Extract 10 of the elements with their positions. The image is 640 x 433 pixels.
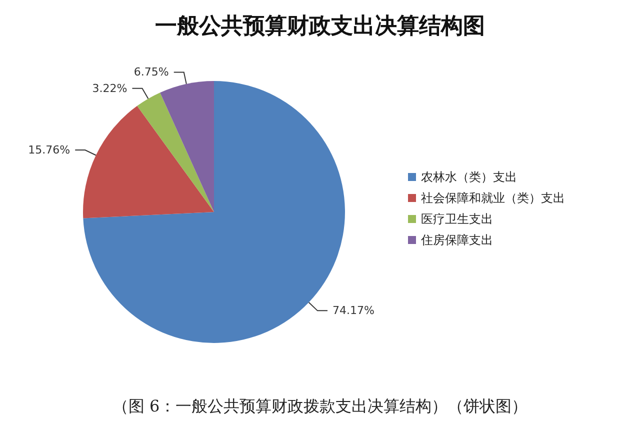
legend-label: 农林水（类）支出 [421, 170, 517, 184]
legend-label: 社会保障和就业（类）支出 [421, 191, 565, 205]
chart-title: 一般公共预算财政支出决算结构图 [155, 13, 485, 39]
text: （图 6：一般公共预算财政拨款支出决算结构）（饼状图） [112, 396, 528, 416]
data-label: 15.76% [28, 144, 70, 157]
data-label: 74.17% [332, 304, 374, 318]
data-label: 6.75% [134, 66, 169, 79]
legend-label: 住房保障支出 [420, 233, 493, 247]
legend-label: 医疗卫生支出 [421, 212, 493, 226]
data-label: 3.22% [92, 82, 128, 95]
